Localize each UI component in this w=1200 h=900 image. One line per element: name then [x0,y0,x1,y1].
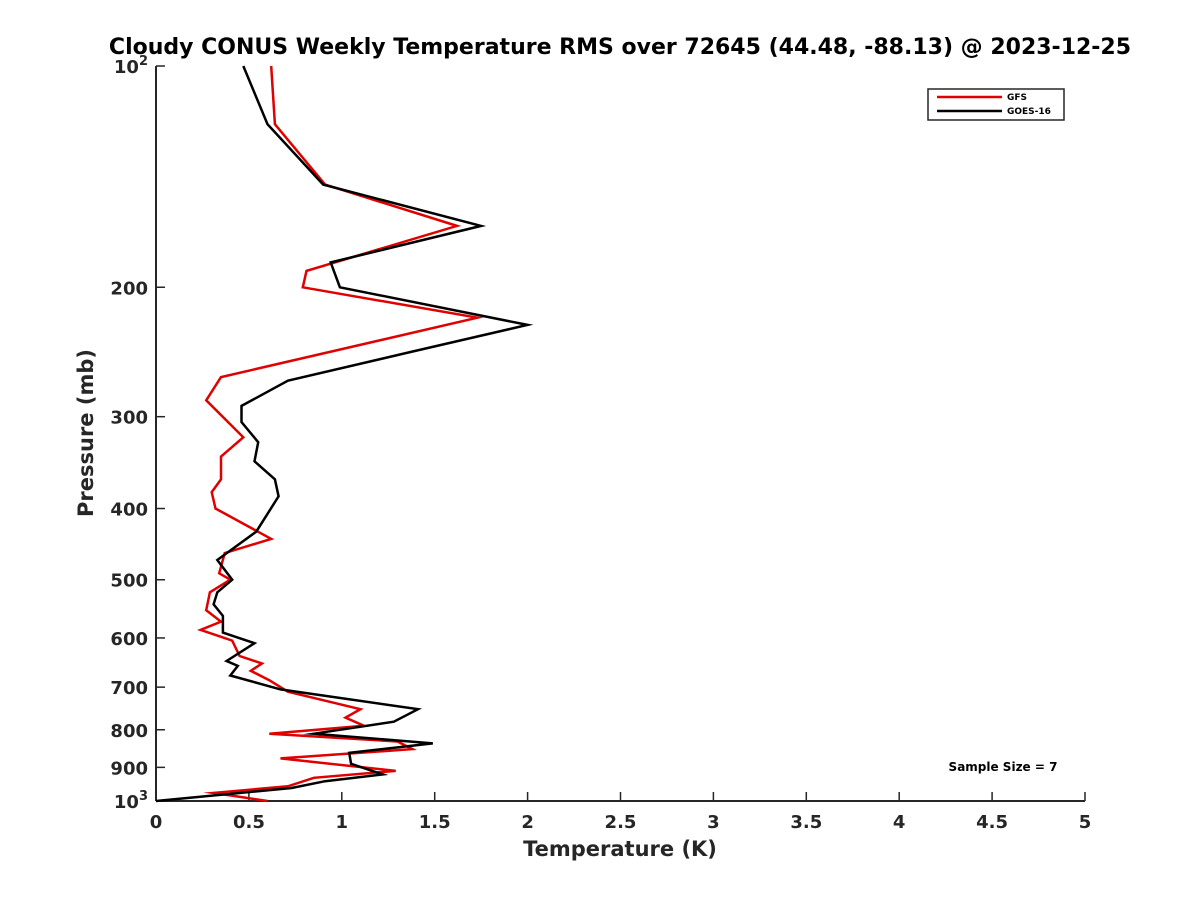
legend: GFS GOES-16 [927,88,1065,121]
x-tick-label: 5 [1079,812,1092,833]
legend-label: GFS [1007,93,1027,103]
chart-title: Cloudy CONUS Weekly Temperature RMS over… [109,35,1131,60]
x-tick-label: 1.5 [419,812,451,833]
legend-box [927,88,1065,121]
x-tick-label: 3 [707,812,720,833]
y-tick-label: 400 [110,500,148,521]
x-axis-label: Temperature (K) [523,837,717,861]
y-tick-label: 700 [110,678,148,699]
y-axis-label: Pressure (mb) [74,349,98,517]
series-line-gfs [197,65,484,803]
x-tick-label: 2 [521,812,534,833]
y-tick-label: 800 [110,721,148,742]
x-tick-label: 1 [336,812,349,833]
legend-items: GFS GOES-16 [937,93,1051,117]
x-tick-label: 0.5 [233,812,265,833]
sample-size-annotation: Sample Size = 7 [949,760,1058,774]
y-tick-label: 103 [114,789,148,813]
x-tick-label: 3.5 [790,812,822,833]
series-line-goes-16 [155,65,534,803]
x-tick-label: 2.5 [605,812,637,833]
x-tick-label: 0 [150,812,163,833]
y-tick-label: 200 [110,278,148,299]
y-tick-label: 300 [110,408,148,429]
x-tick-label: 4 [893,812,906,833]
y-axis-ticks: 102 200 300 400 500 600 700 800 900 103 [110,54,165,813]
legend-label: GOES-16 [1007,107,1051,117]
series-layer [155,65,534,803]
y-tick-label: 900 [110,758,148,779]
y-tick-label: 500 [110,571,148,592]
x-axis-ticks: 0 0.5 1 1.5 2 2.5 3 3.5 4 4.5 5 [150,792,1092,833]
x-tick-label: 4.5 [976,812,1008,833]
y-tick-label: 102 [114,54,148,78]
y-tick-label: 600 [110,629,148,650]
